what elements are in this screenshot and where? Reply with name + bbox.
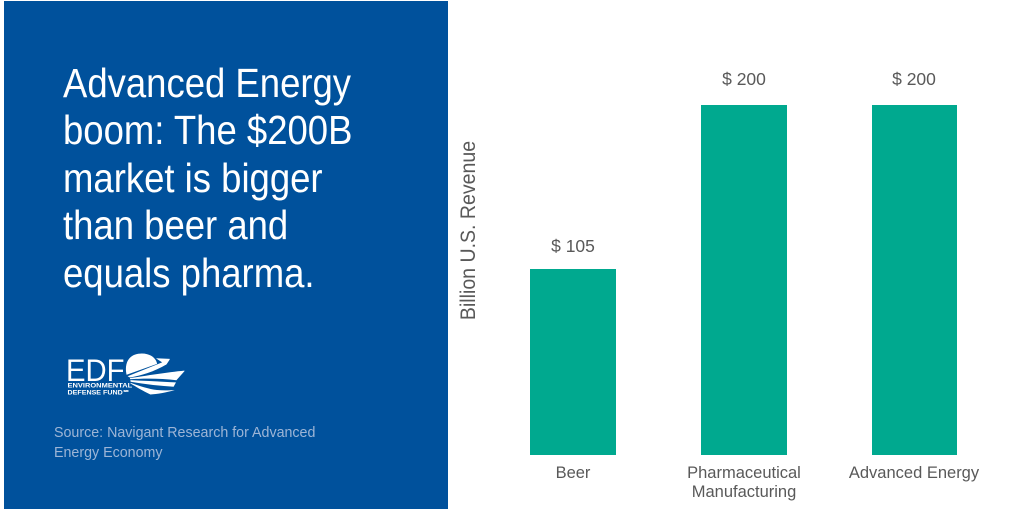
svg-text:ENVIRONMENTAL: ENVIRONMENTAL bbox=[68, 384, 133, 390]
svg-text:DEFENSE FUND℠: DEFENSE FUND℠ bbox=[68, 390, 131, 397]
svg-text:EDF: EDF bbox=[66, 352, 125, 388]
